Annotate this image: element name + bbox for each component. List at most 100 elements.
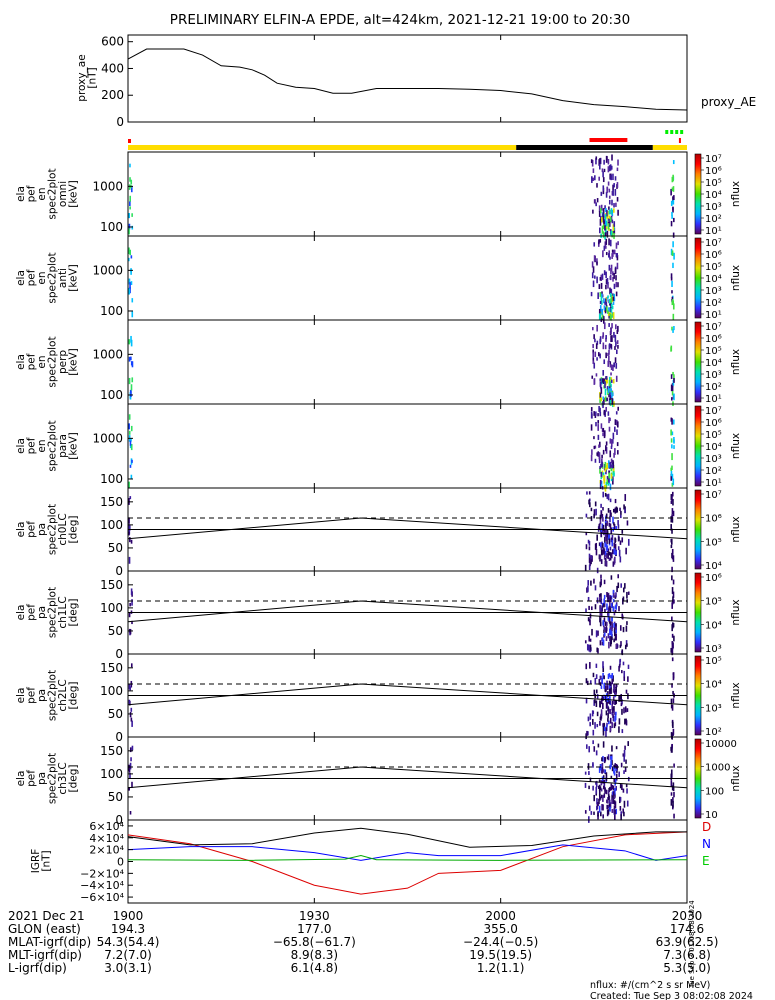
spectrogram-pixel: [618, 664, 621, 668]
spectrogram-pixel: [600, 611, 603, 618]
colorbar-label-text: nflux: [730, 599, 742, 625]
spectrogram-pixel: [603, 793, 606, 798]
spectrogram-pixel: [613, 622, 615, 628]
spectrogram-pixel: [670, 220, 673, 227]
spectrogram-pixel: [610, 215, 613, 222]
colorbar-tick-label: 10³: [705, 644, 722, 655]
spectrogram-pixel: [601, 523, 604, 530]
spectrogram-pixel: [130, 707, 133, 712]
spectrogram-pixel: [130, 270, 132, 275]
spectrogram-pixel: [622, 627, 625, 633]
spectrogram-pixel: [589, 644, 592, 651]
spectrogram-pixel: [620, 514, 622, 519]
pa-loss-cone-line: [127, 600, 688, 623]
spectrogram-pixel: [598, 542, 601, 546]
spectrogram-pixel: [600, 463, 602, 468]
spectrogram-pixel: [130, 444, 133, 451]
spectrogram-pixel: [604, 492, 607, 497]
spectrogram-pixel: [591, 449, 593, 455]
spectrogram-pixel: [673, 377, 675, 383]
spectrogram-pixel: [624, 745, 626, 750]
pa-ytick-label: 50: [108, 790, 123, 804]
spectrogram-pixel: [606, 722, 608, 727]
spectrogram-pixel: [608, 691, 611, 695]
spectrogram-pixel: [610, 307, 613, 313]
colorbar-tick-label: 10⁵: [705, 346, 722, 357]
pa-panel-ylabel-line: pef: [25, 521, 37, 538]
spectrogram-pixel: [604, 534, 607, 542]
spectrogram-pixel: [671, 176, 674, 183]
spectrogram-pixel: [604, 542, 606, 548]
spectrogram-pixel: [602, 185, 605, 191]
spectrogram-pixel: [612, 271, 614, 276]
spectrogram-pixel: [601, 308, 604, 316]
energy-panel-ylabel-line: omni: [57, 181, 69, 207]
spectrogram-pixel: [627, 591, 630, 595]
proxy-ae-ytick-label: 600: [101, 35, 124, 49]
colorbar-tick-label: 10⁶: [705, 250, 722, 261]
pa-loss-cone-line: [127, 517, 688, 540]
spectrogram-pixel: [614, 605, 617, 609]
spectrogram-pixel: [610, 756, 613, 763]
spectrogram-pixel: [605, 727, 608, 731]
spectrogram-pixel: [613, 452, 615, 458]
energy-ytick-label: 1000: [92, 263, 123, 277]
spectrogram-pixel: [610, 775, 613, 779]
spectrogram-pixel: [672, 728, 675, 735]
spectrogram-pixel: [622, 753, 625, 757]
spectrogram-pixel: [604, 396, 607, 402]
spectrogram-pixel: [602, 378, 605, 385]
spectrogram-pixel: [608, 209, 611, 215]
ephemeris-label: MLT-igrf(dip): [8, 948, 82, 962]
spectrogram-pixel: [602, 785, 605, 790]
spectrogram-pixel: [614, 789, 616, 795]
spectrogram-pixel: [614, 346, 616, 350]
ephemeris-value: −24.4(−0.5): [463, 935, 538, 949]
ephemeris-value: 6.1(4.8): [291, 961, 339, 975]
spectrogram-pixel: [670, 698, 673, 704]
spectrogram-pixel: [624, 644, 627, 650]
spectrogram-pixel: [605, 441, 608, 446]
spectrogram-pixel: [625, 720, 628, 726]
spectrogram-pixel: [605, 284, 607, 290]
spectrogram-pixel: [670, 384, 673, 392]
spectrogram-pixel: [610, 364, 613, 370]
spectrogram-pixel: [598, 444, 600, 448]
spectrogram-pixel: [611, 439, 614, 444]
spectrogram-pixel: [671, 473, 674, 480]
spectrogram-pixel: [601, 461, 603, 468]
spectrogram-pixel: [623, 707, 625, 714]
spectrogram-pixel: [613, 227, 616, 235]
spectrogram-pixel: [615, 700, 618, 705]
spectrogram-pixel: [607, 411, 610, 416]
spectrogram-pixel: [602, 795, 604, 802]
spectrogram-pixel: [130, 539, 133, 544]
colorbar-label: nflux: [730, 516, 742, 542]
spectrogram-pixel: [614, 498, 617, 504]
spectrogram-pixel: [610, 439, 613, 447]
spectrogram-pixel: [672, 329, 674, 333]
spectrogram-pixel: [672, 721, 674, 729]
spectrogram-pixel: [584, 810, 587, 814]
spectrogram-pixel: [590, 407, 593, 412]
igrf-ytick-label: −6×10⁴: [80, 891, 124, 904]
ephemeris-value: 7.2(7.0): [104, 948, 152, 962]
colorbar-tick-label: 10⁴: [705, 358, 722, 369]
colorbar-tick-label: 10⁶: [705, 514, 722, 525]
igrf-ylabel-line: [nT]: [40, 850, 52, 871]
spectrogram-pixel: [605, 271, 607, 279]
spectrogram-pixel: [596, 694, 599, 699]
spectrogram-pixel: [130, 339, 133, 347]
spectrogram-pixel: [613, 294, 615, 299]
spectrogram-pixel: [605, 191, 608, 198]
spectrogram-pixel: [596, 261, 598, 266]
spectrogram-pixel: [671, 602, 674, 609]
spectrogram-pixel: [128, 287, 130, 295]
spectrogram-pixel: [592, 740, 594, 745]
spectrogram-pixel: [613, 273, 615, 279]
spectrogram-pixel: [610, 388, 612, 395]
spectrogram-pixel: [614, 778, 617, 784]
spectrogram-pixel: [603, 168, 606, 173]
colorbar-tick-label: 10⁷: [705, 322, 722, 333]
spectrogram-pixel: [610, 783, 613, 791]
